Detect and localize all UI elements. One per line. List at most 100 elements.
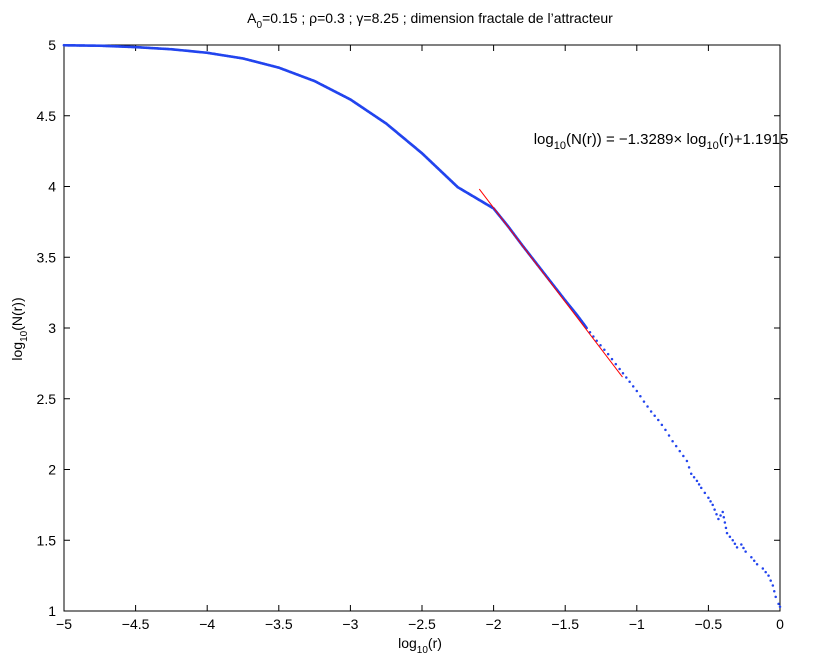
x-tick-label: −5 [56,616,72,632]
data-point [761,567,765,570]
x-axis-label-subscript: 10 [417,645,429,656]
data-point [631,385,635,388]
data-point [595,339,598,342]
data-point [592,335,595,338]
y-tick-label: 4 [48,179,56,195]
x-tick-label: 0 [776,616,784,632]
data-point [657,418,660,422]
y-tick-label: 5 [48,37,56,53]
data-point [731,539,734,542]
data-point [707,496,710,500]
data-point [649,410,653,413]
data-point [628,380,631,384]
data-point [599,343,602,347]
data-point [744,550,747,553]
x-tick-label: −2.5 [408,616,436,632]
title-prefix-subscript: 0 [257,20,263,31]
data-point [769,579,772,582]
data-point [642,400,646,403]
y-axis-label-tail: (N(r)) [9,297,25,330]
data-point [717,517,720,521]
annotation-subscript-2: 10 [706,140,718,152]
data-point [715,513,718,516]
data-point [678,449,682,453]
data-point [685,459,689,463]
data-point [728,535,732,538]
data-point [695,479,699,483]
y-axis-label-main: log [9,342,25,361]
data-point [709,500,712,503]
x-axis-label-tail: (r) [428,635,442,651]
data-point [664,428,667,432]
data-point [721,510,724,514]
y-tick-label: 4.5 [37,108,57,124]
data-point [750,555,753,559]
data-point [687,466,691,469]
y-tick-label: 3 [48,320,56,336]
data-point [733,542,737,546]
y-tick-labels: 1 1.5 2 2.5 3 3.5 4 4.5 5 [37,37,57,619]
data-point [723,521,727,524]
data-point [699,486,703,490]
data-point [660,423,664,427]
x-tick-label: −3.5 [265,616,293,632]
annotation-subscript-1: 10 [554,140,566,152]
data-point [667,434,671,437]
x-tick-label: −1 [629,616,645,632]
x-tick-label: −3 [342,616,358,632]
y-axis-label: log10(N(r)) [9,297,30,360]
x-tick-label: −2 [486,616,502,632]
y-tick-label: 1 [48,603,56,619]
data-point [621,372,625,375]
y-tick-label: 3.5 [37,249,57,265]
y-tick-label: 1.5 [37,532,57,548]
fit-line [478,188,623,378]
data-point [703,491,707,495]
title-rest: =0.15 ; ρ=0.3 ; γ=8.25 ; dimension fract… [262,10,613,26]
x-axis-label: log10(r) [398,635,442,656]
data-point [735,546,739,549]
chart-title: A0=0.15 ; ρ=0.3 ; γ=8.25 ; dimension fra… [247,10,613,31]
data-point [610,357,614,361]
data-point [724,526,728,530]
data-point [671,439,674,443]
data-point [653,414,656,417]
x-tick-label: −0.5 [695,616,723,632]
data-point [778,605,782,609]
data-point [774,595,777,599]
data-point [752,559,756,563]
data-point [606,352,610,356]
data-point [603,348,606,351]
data-point [777,602,780,606]
data-point [742,546,745,550]
data-point [771,584,775,587]
data-point [646,405,649,408]
data-point [682,454,685,458]
annotation-part-3: (r)+1.1915 [719,131,789,148]
annotation-part-1: log [534,131,554,148]
data-point [740,543,743,546]
data-point [618,367,621,371]
data-point [674,444,678,448]
data-point [722,516,726,519]
data-point [767,574,770,577]
data-point [713,508,716,511]
data-point [755,563,759,566]
data-point [614,362,618,366]
fit-equation-annotation: log10(N(r)) = −1.3289× log10(r)+1.1915 [534,131,789,152]
data-point [773,589,776,593]
axis-ticks [63,44,781,612]
data-point [719,514,722,517]
data-point [635,389,639,393]
annotation-part-2: (N(r)) = −1.3289× log [566,131,707,148]
data-point [764,570,767,574]
y-axis-label-subscript: 10 [19,330,30,342]
y-tick-label: 2 [48,462,56,478]
y-tick-label: 2.5 [37,391,57,407]
x-tick-label: −4.5 [122,616,150,632]
data-point [697,483,701,486]
data-points [62,43,782,609]
x-tick-label: −1.5 [551,616,579,632]
